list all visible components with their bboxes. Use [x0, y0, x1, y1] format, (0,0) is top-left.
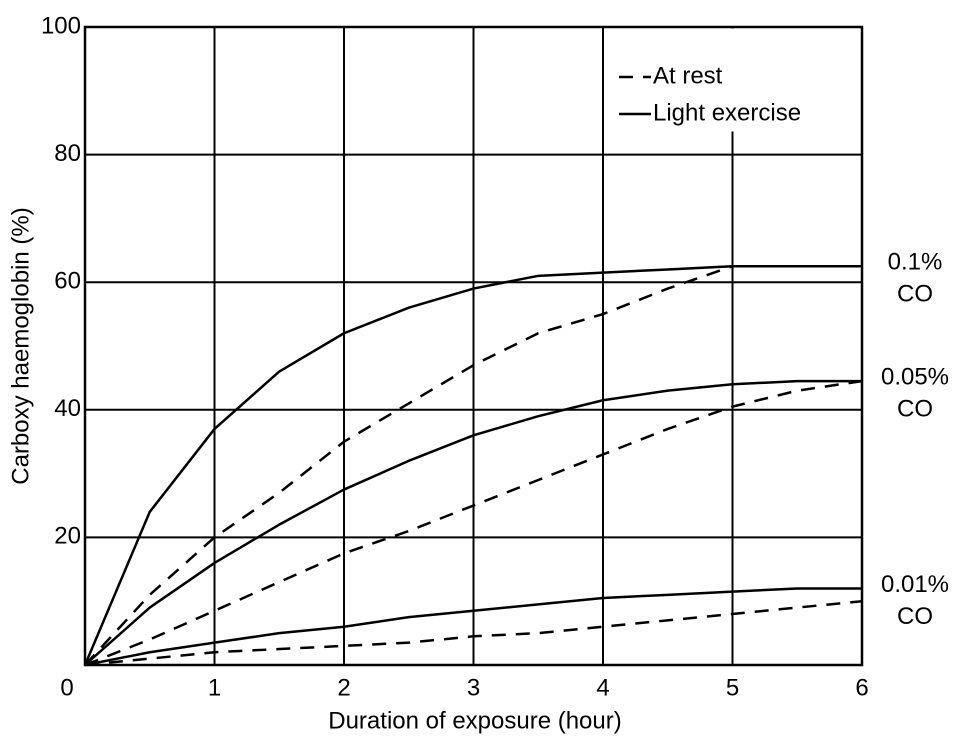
- legend-label: At rest: [653, 62, 723, 89]
- y-tick-label: 20: [54, 523, 81, 550]
- legend-label: Light exercise: [653, 99, 801, 126]
- y-tick-label: 100: [41, 12, 81, 39]
- curve-annotation: 0.01%: [881, 571, 949, 598]
- curve-annotation: CO: [897, 281, 933, 308]
- x-tick-label: 6: [855, 674, 868, 701]
- x-tick-label: 1: [208, 674, 221, 701]
- line-series: [84, 587, 862, 667]
- x-tick-label: 5: [726, 674, 739, 701]
- x-tick-label: 4: [596, 674, 609, 701]
- curve-annotation: CO: [897, 395, 933, 422]
- curve-annotation: CO: [897, 603, 933, 630]
- curve-annotation: 0.05%: [881, 363, 949, 390]
- plot-frame: [83, 25, 864, 667]
- y-axis-title: Carboxy haemoglobin (%): [7, 207, 34, 484]
- x-tick-label: 0: [60, 674, 73, 701]
- line-series: [83, 265, 862, 666]
- line-series: [84, 379, 862, 666]
- y-tick-label: 40: [54, 395, 81, 422]
- y-tick-label: 80: [54, 140, 81, 167]
- y-tick-label: 60: [54, 268, 81, 295]
- line-series: [84, 599, 863, 667]
- line-series: [84, 379, 863, 667]
- x-tick-label: 2: [337, 674, 350, 701]
- curve-annotation: 0.1%: [888, 249, 943, 276]
- x-tick-label: 3: [467, 674, 480, 701]
- x-axis-title: Duration of exposure (hour): [328, 707, 621, 734]
